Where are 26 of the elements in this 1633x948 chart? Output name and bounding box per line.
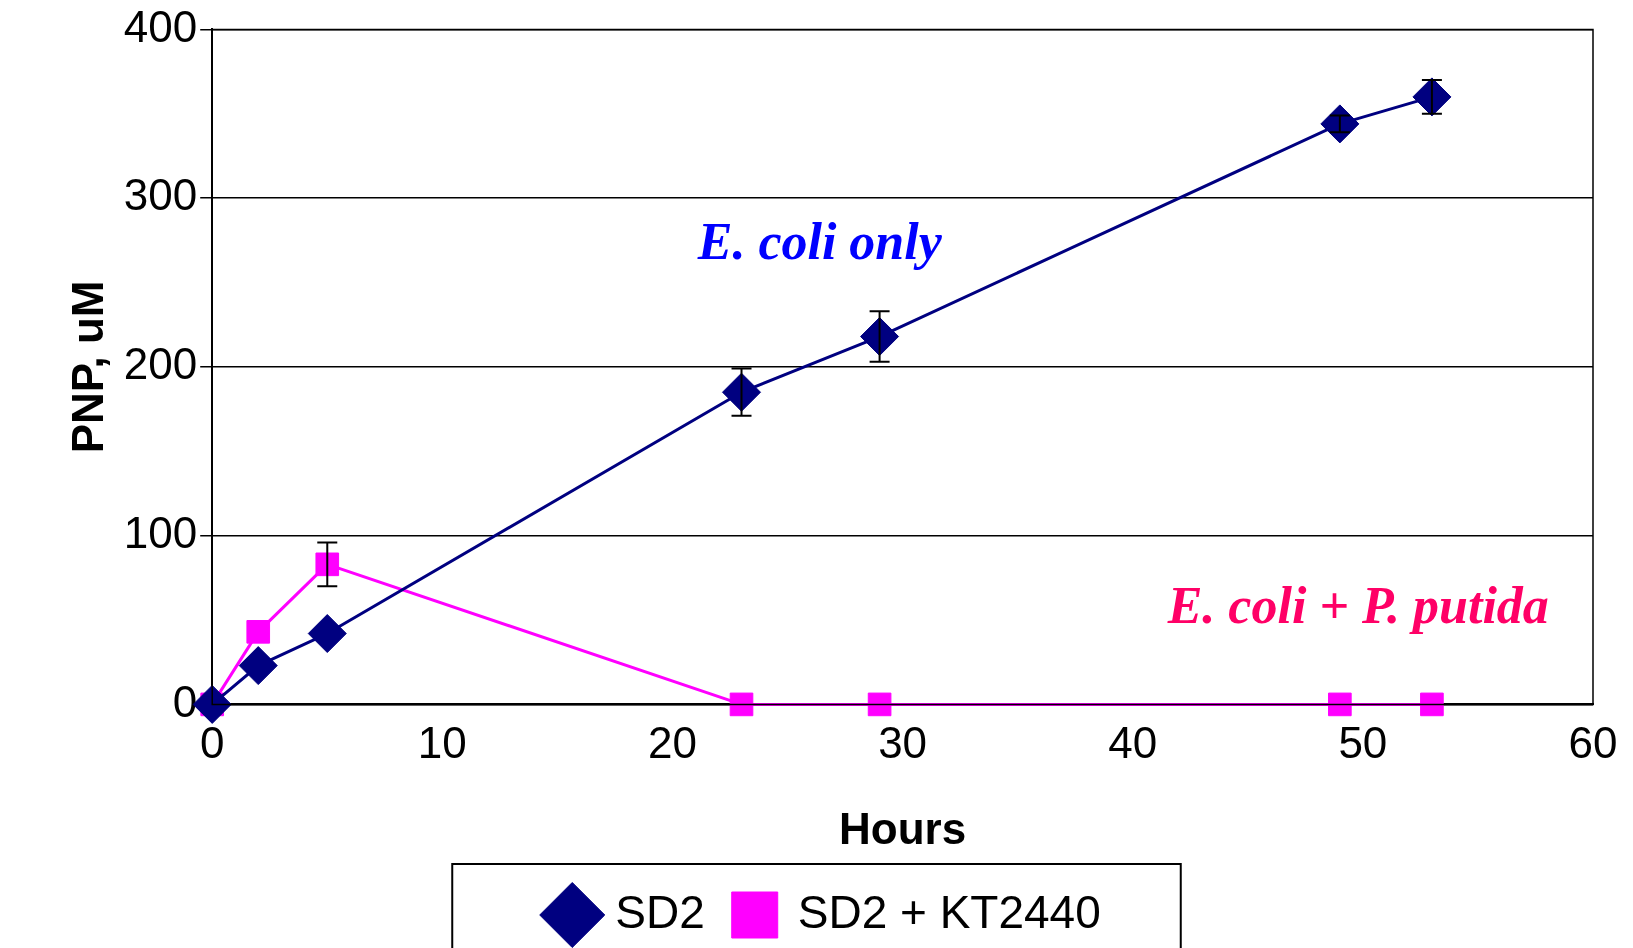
annotation: E. coli + P. putida	[1166, 577, 1549, 635]
x-tick-label: 10	[417, 717, 467, 767]
point	[315, 552, 340, 577]
point	[729, 692, 754, 717]
annotation: E. coli only	[696, 212, 943, 270]
x-tick-label: 60	[1568, 717, 1618, 767]
x-tick-label: 40	[1108, 717, 1158, 767]
point	[238, 646, 278, 686]
point	[867, 692, 892, 717]
point	[1320, 104, 1360, 144]
y-tick-label: 400	[123, 1, 198, 51]
point	[1328, 692, 1352, 717]
y-axis-title: PNP, uM	[62, 280, 112, 454]
y-tick-label: 200	[123, 339, 198, 389]
legend-label: SD2 + KT2440	[797, 885, 1101, 938]
x-tick-label: 20	[648, 717, 697, 767]
x-tick-label: 30	[878, 717, 928, 767]
legend-label: SD2	[615, 885, 705, 938]
y-tick-label: 100	[123, 507, 198, 557]
point	[246, 620, 271, 644]
y-tick-label: 0	[172, 676, 198, 726]
x-axis-title: Hours	[839, 803, 967, 853]
y-tick-label: 300	[123, 170, 198, 220]
point	[307, 614, 347, 654]
x-tick-label: 50	[1338, 717, 1388, 767]
point	[1420, 692, 1444, 717]
